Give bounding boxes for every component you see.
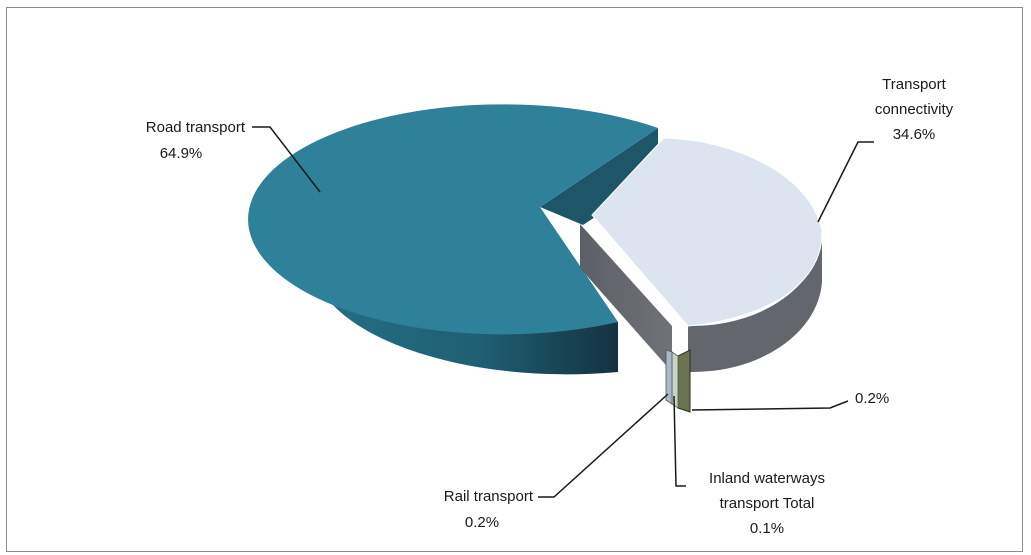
road-top-face [248,104,658,335]
slice-inland-waterways [671,351,679,409]
leader-line-connectivity [817,141,874,223]
label-connectivity-value: 34.6% [893,126,936,143]
label-road-transport-value: 64.9% [160,145,203,162]
leader-line-rail [538,393,669,498]
connectivity-top-face [591,137,823,327]
road-side-wall [312,212,618,375]
label-rail-transport: Rail transport [444,488,534,505]
leader-line-unnamed [691,400,849,411]
label-waterways-line2: transport Total [720,495,815,512]
label-road-transport: Road transport [146,119,246,136]
slice-thin-0-2 [677,349,691,413]
label-road-transport-name: Road transport [146,119,246,136]
label-unnamed-value: 0.2% [855,390,889,407]
leader-line-waterways [673,395,686,487]
slice-transport-connectivity [580,137,823,373]
slice-road-transport [248,104,658,375]
label-waterways-value: 0.1% [750,520,784,537]
label-connectivity-line2: connectivity [875,101,954,118]
label-waterways-line1: Inland waterways [709,470,825,487]
connectivity-cut-face [580,224,672,372]
connectivity-side-wall [688,230,823,373]
slice-rail-transport [665,349,673,405]
road-cut-face [540,128,658,225]
label-rail-transport-value: 0.2% [465,514,499,531]
label-connectivity-line1: Transport [882,76,946,93]
leader-line-road [252,126,321,193]
